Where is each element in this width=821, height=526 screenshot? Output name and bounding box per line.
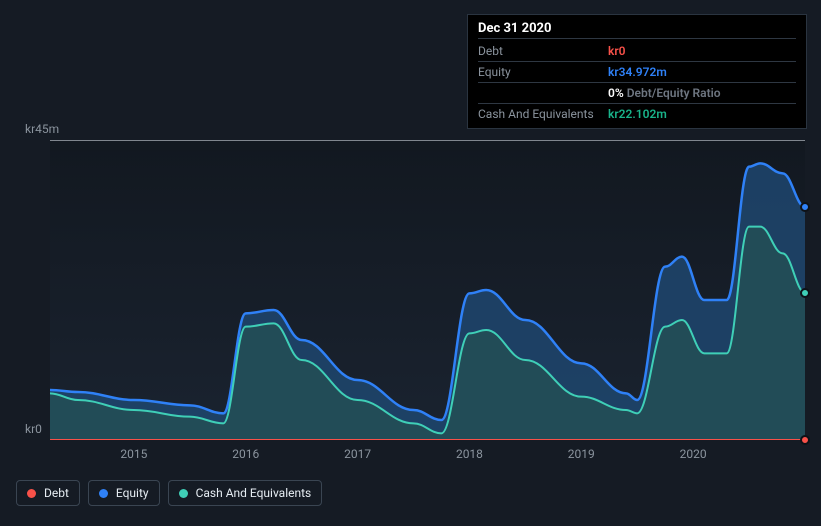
y-axis-zero-label: kr0	[25, 422, 42, 436]
tooltip-row-label: Debt	[478, 43, 608, 59]
legend-dot-icon	[179, 489, 188, 498]
legend-label: Equity	[116, 486, 149, 500]
legend-label: Cash And Equivalents	[196, 486, 312, 500]
tooltip-row-value: kr0	[608, 43, 626, 59]
tooltip-row-value: 0% Debt/Equity Ratio	[608, 85, 721, 101]
x-axis: 2015 2016 2017 2018 2019 2020	[50, 447, 821, 467]
tooltip-row-label	[478, 85, 608, 101]
area-chart	[50, 140, 805, 440]
tooltip-date: Dec 31 2020	[478, 21, 796, 39]
cash-end-marker	[800, 288, 810, 298]
x-axis-tick: 2018	[456, 447, 483, 461]
x-axis-tick: 2015	[120, 447, 147, 461]
chart-tooltip: Dec 31 2020 Debtkr0Equitykr34.972m0% Deb…	[467, 14, 807, 129]
x-axis-tick: 2017	[344, 447, 371, 461]
legend-item-equity[interactable]: Equity	[88, 480, 160, 506]
x-axis-tick: 2016	[232, 447, 259, 461]
tooltip-row: Cash And Equivalentskr22.102m	[478, 104, 796, 124]
y-axis-max-label: kr45m	[25, 122, 59, 136]
debt-end-marker	[800, 435, 810, 445]
legend-label: Debt	[44, 486, 69, 500]
legend-item-debt[interactable]: Debt	[16, 480, 80, 506]
x-axis-tick: 2019	[568, 447, 595, 461]
tooltip-row-value: kr22.102m	[608, 106, 667, 122]
tooltip-row: Equitykr34.972m	[478, 62, 796, 83]
equity-end-marker	[800, 202, 810, 212]
chart-legend: Debt Equity Cash And Equivalents	[16, 480, 322, 506]
legend-dot-icon	[99, 489, 108, 498]
tooltip-row: 0% Debt/Equity Ratio	[478, 83, 796, 104]
legend-item-cash-and-equivalents[interactable]: Cash And Equivalents	[168, 480, 323, 506]
tooltip-row-label: Cash And Equivalents	[478, 106, 608, 122]
tooltip-row-value: kr34.972m	[608, 64, 667, 80]
tooltip-row-label: Equity	[478, 64, 608, 80]
tooltip-row: Debtkr0	[478, 41, 796, 62]
legend-dot-icon	[27, 489, 36, 498]
x-axis-tick: 2020	[680, 447, 707, 461]
